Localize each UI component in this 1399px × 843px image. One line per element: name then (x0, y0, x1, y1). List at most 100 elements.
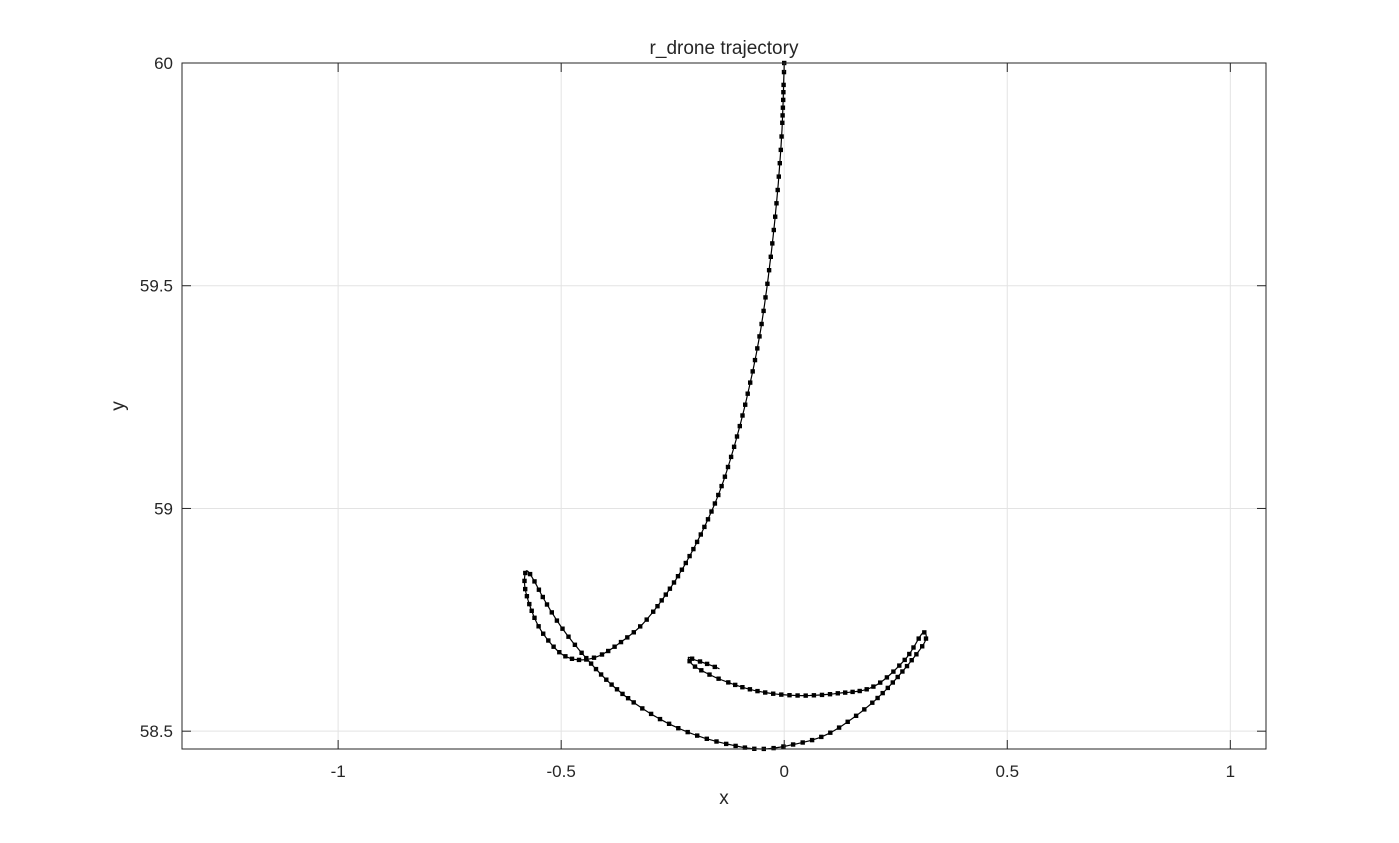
trajectory-marker (765, 281, 770, 286)
trajectory-marker (864, 687, 869, 692)
trajectory-marker (704, 661, 710, 667)
trajectory-marker (850, 689, 855, 695)
trajectory-marker (689, 656, 695, 661)
grid-lines (182, 62, 1266, 749)
trajectory-marker (907, 651, 912, 657)
trajectory-marker (695, 733, 700, 738)
trajectory-marker (554, 618, 560, 623)
trajectory-marker (871, 684, 876, 689)
trajectory-marker (828, 730, 833, 735)
y-axis-label: y (108, 401, 129, 411)
trajectory-marker (923, 636, 929, 641)
trajectory-marker (527, 601, 532, 607)
y-tick-label: 60 (154, 54, 173, 73)
trajectory-marker (685, 729, 690, 735)
trajectory-marker (716, 492, 721, 498)
trajectory-marker (648, 711, 654, 717)
x-tick-label: -0.5 (547, 762, 576, 781)
trajectory-marker (725, 464, 731, 470)
x-tick-label: 1 (1226, 762, 1235, 781)
trajectory-marker (625, 635, 630, 640)
trajectory-marker (606, 648, 611, 654)
trajectory-marker (740, 685, 745, 690)
trajectory-marker (544, 602, 550, 607)
trajectory-marker (620, 691, 625, 697)
trajectory-marker (790, 742, 796, 747)
trajectory-marker (775, 187, 780, 193)
trajectory-marker (885, 685, 890, 691)
trajectory-marker (884, 675, 890, 680)
y-tick-label: 59 (154, 499, 173, 518)
trajectory-marker (752, 357, 758, 363)
trajectory-marker (771, 691, 776, 696)
trajectory-marker (541, 631, 546, 636)
trajectory-marker (609, 682, 614, 687)
trajectory-marker (811, 693, 817, 698)
trajectory-marker (800, 740, 805, 745)
trajectory-marker (698, 532, 703, 537)
trajectory-marker (591, 655, 597, 660)
trajectory-marker (644, 617, 649, 622)
trajectory-marker (916, 636, 921, 641)
trajectory-marker (747, 687, 753, 692)
trajectory-marker (618, 639, 624, 645)
trajectory-marker (795, 693, 800, 698)
trajectory-marker (780, 105, 786, 110)
trajectory-marker (560, 626, 565, 631)
trajectory-marker (683, 560, 688, 566)
y-tick-labels: 58.5 59 59.5 60 (140, 54, 173, 741)
trajectory-marker (676, 726, 681, 731)
trajectory-marker (880, 690, 885, 696)
trajectory-marker (522, 578, 527, 584)
trajectory-marker (540, 594, 545, 600)
trajectory-marker (655, 604, 660, 609)
trajectory-marker (779, 134, 784, 139)
trajectory-marker (774, 201, 779, 206)
trajectory-marker (631, 630, 636, 635)
trajectory-marker (763, 690, 768, 695)
trajectory-marker (563, 654, 568, 659)
tick-marks (182, 62, 1266, 749)
trajectory-marker (911, 645, 916, 650)
trajectory-marker (667, 586, 673, 591)
x-axis-label: x (719, 788, 729, 809)
trajectory-marker (922, 630, 927, 635)
trajectory-marker (546, 638, 551, 643)
trajectory-marker (733, 682, 738, 688)
trajectory-marker (781, 69, 787, 75)
trajectory-marker (557, 650, 562, 655)
trajectory-marker (750, 369, 755, 374)
trajectory-marker (529, 608, 534, 613)
trajectory-marker (779, 692, 784, 697)
trajectory-marker (631, 700, 636, 705)
trajectory-marker (687, 659, 692, 664)
trajectory-marker (666, 721, 672, 726)
trajectory-marker (781, 744, 786, 749)
trajectory-marker (566, 634, 571, 639)
trajectory-marker (778, 147, 783, 153)
trajectory-marker (569, 656, 575, 661)
trajectory-marker (716, 676, 721, 681)
trajectory-marker (659, 598, 664, 603)
trajectory-marker (835, 691, 840, 696)
trajectory-marker (904, 663, 910, 669)
trajectory-marker (719, 483, 724, 489)
trajectory-marker (862, 707, 867, 712)
trajectory-marker (576, 657, 582, 663)
trajectory-marker (803, 693, 808, 698)
trajectory-marker (722, 474, 728, 479)
x-tick-labels: -1 -0.5 0 0.5 1 (331, 762, 1235, 781)
trajectory-marker (691, 546, 696, 552)
trajectory-marker (776, 174, 781, 179)
trajectory-marker (781, 90, 786, 95)
trajectory-marker (699, 668, 704, 673)
trajectory-marker (584, 655, 589, 661)
trajectory-marker (709, 509, 714, 514)
trajectory-marker (763, 295, 768, 300)
trajectory-marker (761, 308, 766, 314)
trajectory-marker (728, 454, 734, 460)
trajectory-marker (731, 444, 737, 449)
trajectory-marker (724, 741, 729, 747)
trajectory-marker (740, 413, 745, 418)
